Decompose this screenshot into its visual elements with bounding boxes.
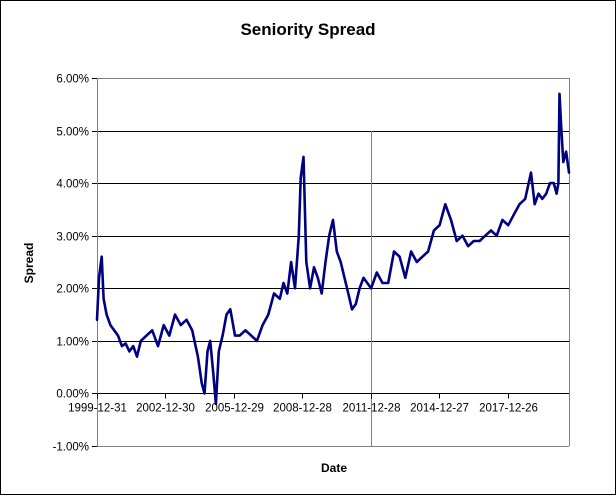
series-layer: [95, 92, 571, 406]
chart-title: Seniority Spread: [240, 20, 375, 39]
y-axis-label: Spread: [22, 243, 36, 284]
y-tick-label: 5.00%: [56, 127, 89, 139]
y-tick-label: 6.00%: [56, 74, 89, 86]
x-tick-label: 2008-12-28: [273, 403, 332, 415]
x-tick-label: 2017-12-26: [479, 403, 538, 415]
y-tick-label: 0.00%: [56, 389, 89, 401]
x-tick-label: 1999-12-31: [68, 403, 127, 415]
tick-labels: -1.00% 0.00% 1.00% 2.00% 3.00% 4.00% 5.00% 6.00…: [53, 74, 538, 454]
x-tick-label: 2011-12-28: [343, 403, 401, 415]
x-tick-label: 2005-12-29: [205, 403, 264, 415]
x-tick-label: 2002-12-30: [136, 403, 195, 415]
gridlines: [97, 78, 569, 447]
x-axis-label: Date: [321, 461, 347, 475]
y-tick-label: 4.00%: [56, 179, 89, 191]
y-tick-label: 2.00%: [56, 284, 89, 296]
y-tick-label: 3.00%: [56, 232, 89, 244]
y-tick-label: 1.00%: [56, 337, 89, 349]
series-line-0: [95, 92, 571, 406]
y-tick-label: -1.00%: [53, 442, 89, 454]
axes: [92, 78, 570, 447]
x-tick-label: 2014-12-27: [410, 403, 469, 415]
